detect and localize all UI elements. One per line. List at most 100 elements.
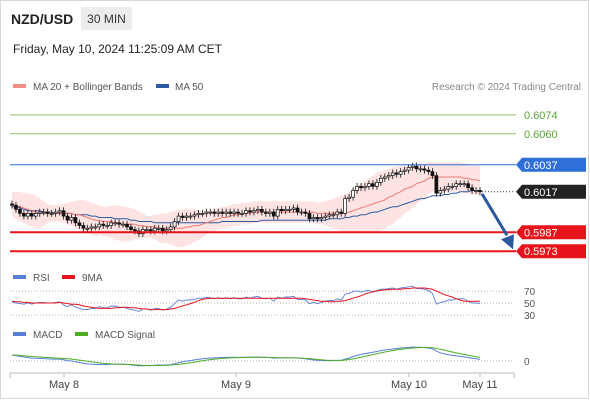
candle bbox=[430, 171, 435, 176]
candle bbox=[244, 210, 248, 214]
candle bbox=[164, 229, 169, 232]
candle bbox=[37, 211, 42, 214]
level-label: 0.5973 bbox=[524, 246, 558, 258]
rsi-line bbox=[11, 285, 481, 312]
candle bbox=[287, 209, 292, 211]
candle bbox=[462, 183, 466, 186]
legend-ma20-swatch bbox=[13, 84, 26, 88]
rsi-ma-line bbox=[11, 287, 480, 311]
candle bbox=[422, 168, 427, 171]
candle bbox=[220, 211, 225, 214]
candle bbox=[414, 165, 419, 170]
candle bbox=[53, 211, 58, 214]
candle bbox=[398, 171, 403, 175]
candle bbox=[478, 190, 482, 193]
x-tick-label: May 9 bbox=[221, 379, 251, 391]
candle bbox=[307, 213, 312, 220]
candle bbox=[319, 217, 324, 220]
candle bbox=[299, 211, 304, 214]
candle bbox=[113, 222, 117, 225]
interval-badge[interactable] bbox=[81, 7, 132, 30]
candle bbox=[81, 225, 86, 229]
candle bbox=[172, 221, 177, 228]
candle bbox=[192, 214, 197, 217]
candle bbox=[438, 190, 443, 194]
candle bbox=[359, 186, 363, 189]
candle bbox=[69, 217, 74, 221]
level-tag bbox=[516, 184, 586, 199]
level-label: 0.6017 bbox=[524, 187, 558, 199]
candle bbox=[446, 186, 451, 190]
candle bbox=[89, 226, 94, 229]
candle bbox=[248, 210, 252, 213]
candle bbox=[375, 182, 379, 187]
candle bbox=[450, 186, 455, 188]
rsi-level-label: 50 bbox=[524, 299, 536, 310]
candle bbox=[188, 215, 193, 218]
candle bbox=[371, 183, 375, 187]
legend-rsi-ma-label: 9MA bbox=[82, 273, 103, 284]
price-panel bbox=[10, 162, 482, 248]
candle bbox=[148, 229, 153, 232]
legend-ma50-label: MA 50 bbox=[175, 82, 204, 93]
candle bbox=[176, 215, 181, 222]
candle bbox=[224, 211, 229, 214]
candle bbox=[77, 222, 82, 226]
level-label: 0.6060 bbox=[524, 129, 558, 141]
macd-panel: 0 bbox=[10, 346, 530, 368]
candle bbox=[474, 190, 478, 192]
candle bbox=[184, 215, 189, 218]
legend-ma50-swatch bbox=[156, 84, 169, 88]
macd-line bbox=[11, 346, 481, 367]
candle bbox=[367, 183, 371, 187]
candle bbox=[152, 227, 157, 232]
candle bbox=[57, 210, 62, 213]
candle bbox=[85, 227, 90, 230]
candle bbox=[339, 211, 344, 214]
candle bbox=[390, 172, 395, 176]
macd-zero-label: 0 bbox=[524, 357, 530, 368]
x-tick-label: May 8 bbox=[49, 379, 79, 391]
candle bbox=[212, 211, 217, 214]
candle bbox=[410, 165, 415, 168]
rsi-level-label: 30 bbox=[524, 311, 536, 322]
bollinger-band bbox=[12, 162, 480, 248]
candle bbox=[129, 226, 133, 230]
candle bbox=[470, 187, 474, 191]
candle bbox=[204, 211, 209, 214]
credit-label: Research © 2024 Trading Central bbox=[432, 82, 581, 93]
candle bbox=[156, 227, 161, 230]
candle bbox=[327, 214, 332, 217]
forecast-arrowhead bbox=[501, 234, 514, 250]
candle bbox=[10, 203, 14, 206]
candle bbox=[382, 176, 387, 179]
candle bbox=[426, 169, 431, 172]
level-label: 0.6074 bbox=[524, 110, 558, 122]
candle bbox=[311, 217, 316, 220]
candle bbox=[331, 214, 336, 217]
legend-rsi-ma-swatch bbox=[62, 275, 75, 279]
x-axis: May 8 May 9 May 10 May 11 bbox=[9, 372, 515, 391]
candle bbox=[263, 211, 268, 214]
candle bbox=[386, 175, 391, 178]
candle bbox=[73, 217, 78, 224]
candle bbox=[240, 213, 244, 215]
legend-macd-swatch bbox=[13, 332, 26, 336]
candle bbox=[442, 188, 447, 191]
candle bbox=[351, 190, 355, 198]
legend-ma20-label: MA 20 + Bollinger Bands bbox=[33, 82, 143, 93]
candle bbox=[260, 209, 264, 213]
candle bbox=[355, 186, 359, 191]
candle bbox=[18, 209, 22, 214]
level-label: 0.5987 bbox=[524, 227, 558, 239]
candle bbox=[454, 183, 459, 187]
candle bbox=[466, 183, 470, 189]
candle bbox=[406, 167, 411, 171]
ma50-line bbox=[12, 190, 480, 224]
candle bbox=[117, 222, 121, 225]
candle bbox=[160, 227, 165, 232]
candle bbox=[26, 213, 30, 217]
candle bbox=[196, 213, 201, 216]
candle bbox=[125, 223, 129, 228]
candle bbox=[22, 213, 26, 217]
